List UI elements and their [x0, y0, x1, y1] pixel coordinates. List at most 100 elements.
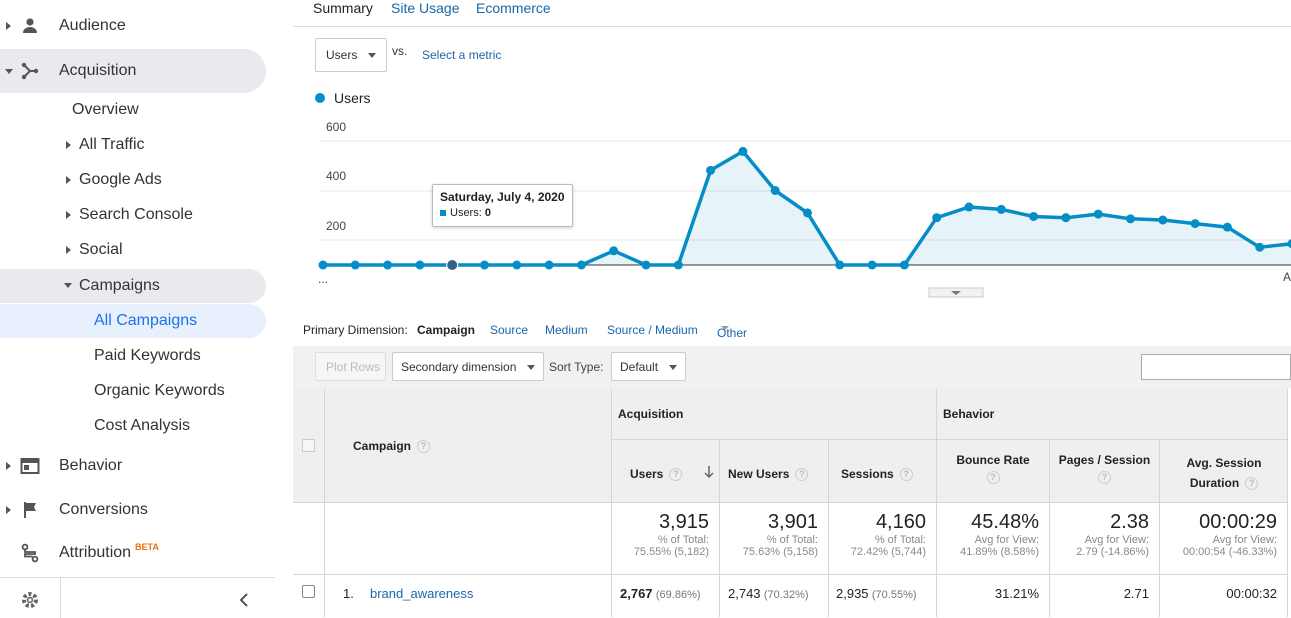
chevron-down-icon [368, 53, 376, 58]
tooltip-dot [440, 210, 446, 216]
primary-dimension-label: Primary Dimension: [303, 323, 408, 337]
tab-summary[interactable]: Summary [313, 0, 373, 16]
row-checkbox[interactable] [302, 585, 315, 598]
data-point[interactable] [932, 213, 941, 222]
column-header-bounce-rate[interactable]: Bounce Rate ? [937, 440, 1050, 503]
help-icon[interactable]: ? [669, 468, 682, 481]
sidebar-item-label: All Campaigns [94, 312, 197, 330]
sidebar-item-paid-keywords[interactable]: Paid Keywords [0, 339, 275, 373]
sidebar-item-cost-analysis[interactable]: Cost Analysis [0, 409, 275, 443]
data-point[interactable] [351, 261, 360, 270]
select-metric-link[interactable]: Select a metric [422, 48, 501, 62]
chevron-right-icon [66, 141, 71, 149]
y-tick-label: 600 [326, 120, 346, 134]
help-icon[interactable]: ? [1245, 477, 1258, 490]
help-icon[interactable]: ? [987, 471, 1000, 484]
plot-rows-button[interactable]: Plot Rows [315, 352, 386, 381]
column-header-new-users[interactable]: New Users? [720, 440, 829, 503]
data-point[interactable] [997, 205, 1006, 214]
sidebar-item-audience[interactable]: Audience [0, 9, 275, 43]
sidebar-item-organic-keywords[interactable]: Organic Keywords [0, 374, 275, 408]
sidebar-item-all-campaigns[interactable]: All Campaigns [0, 304, 266, 338]
data-point[interactable] [1191, 219, 1200, 228]
dimension-campaign[interactable]: Campaign [417, 323, 475, 337]
data-point[interactable] [609, 246, 618, 255]
data-point[interactable] [1094, 210, 1103, 219]
column-header-pages-session[interactable]: Pages / Session ? [1050, 440, 1160, 503]
column-header-avg-session-duration[interactable]: Avg. Session Duration? [1160, 440, 1288, 503]
total-caption: % of Total: [829, 534, 926, 546]
sidebar-item-all-traffic[interactable]: All Traffic [0, 128, 275, 162]
data-point[interactable] [415, 261, 424, 270]
dimension-medium[interactable]: Medium [545, 323, 588, 337]
data-point[interactable] [1061, 213, 1070, 222]
collapse-sidebar-icon[interactable] [238, 592, 250, 608]
total-detail: 75.55% (5,182) [612, 546, 709, 558]
data-point[interactable] [319, 261, 328, 270]
sidebar-item-conversions[interactable]: Conversions [0, 493, 275, 527]
row-avg-session-duration: 00:00:32 [1160, 575, 1288, 617]
sidebar-item-behavior[interactable]: Behavior [0, 449, 275, 483]
data-point[interactable] [965, 203, 974, 212]
sort-type-value: Default [620, 360, 658, 374]
data-point[interactable] [642, 261, 651, 270]
campaign-header-cell[interactable]: Campaign? [325, 388, 612, 503]
row-sessions: 2,935 (70.55%) [829, 575, 937, 617]
data-point[interactable] [674, 261, 683, 270]
sidebar-item-search-console[interactable]: Search Console [0, 198, 275, 232]
sort-descending-icon[interactable] [704, 465, 714, 479]
table-row: 1. brand_awareness [325, 575, 612, 617]
campaign-link[interactable]: brand_awareness [370, 586, 473, 601]
data-point[interactable] [738, 147, 747, 156]
y-tick-label: 200 [326, 219, 346, 233]
dimension-source-medium[interactable]: Source / Medium [607, 323, 698, 337]
column-header-users[interactable]: Users? [612, 440, 720, 503]
data-point[interactable] [900, 261, 909, 270]
chevron-right-icon [66, 176, 71, 184]
metric-select-value: Users [326, 48, 357, 62]
help-icon[interactable]: ? [795, 468, 808, 481]
behavior-group-header: Behavior [937, 388, 1288, 440]
data-point[interactable] [545, 261, 554, 270]
chart-tooltip: Saturday, July 4, 2020 Users: 0 [432, 184, 573, 227]
select-all-checkbox[interactable] [302, 439, 315, 452]
table-toolbar: Plot Rows Secondary dimension Sort Type:… [293, 346, 1291, 388]
table-search-input[interactable] [1141, 354, 1291, 380]
sidebar-item-label: Cost Analysis [94, 417, 190, 435]
data-point[interactable] [512, 261, 521, 270]
sidebar-item-social[interactable]: Social [0, 233, 275, 267]
data-point[interactable] [383, 261, 392, 270]
sidebar-item-acquisition[interactable]: Acquisition [0, 49, 266, 93]
help-icon[interactable]: ? [900, 468, 913, 481]
data-point[interactable] [1126, 214, 1135, 223]
sidebar-item-label: Paid Keywords [94, 347, 201, 365]
data-point[interactable] [835, 261, 844, 270]
data-point[interactable] [480, 261, 489, 270]
sidebar-item-google-ads[interactable]: Google Ads [0, 163, 275, 197]
data-point[interactable] [706, 166, 715, 175]
column-header-sessions[interactable]: Sessions? [829, 440, 937, 503]
data-point[interactable] [1158, 216, 1167, 225]
data-point[interactable] [868, 261, 877, 270]
data-point[interactable] [1223, 223, 1232, 232]
sidebar-item-campaigns[interactable]: Campaigns [0, 269, 266, 303]
data-point[interactable] [577, 261, 586, 270]
data-point[interactable] [803, 208, 812, 217]
data-point[interactable] [1029, 212, 1038, 221]
tab-site-usage[interactable]: Site Usage [391, 0, 459, 16]
tab-ecommerce[interactable]: Ecommerce [476, 0, 551, 16]
sort-type-select[interactable]: Default [611, 352, 686, 381]
help-icon[interactable]: ? [1098, 471, 1111, 484]
dimension-source[interactable]: Source [490, 323, 528, 337]
data-point[interactable] [1255, 243, 1264, 252]
sidebar-item-overview[interactable]: Overview [0, 93, 275, 127]
behavior-header-label: Behavior [943, 407, 994, 421]
secondary-dimension-select[interactable]: Secondary dimension [392, 352, 544, 381]
metric-select[interactable]: Users [315, 38, 387, 72]
data-point-hovered[interactable] [447, 260, 458, 271]
users-header-label: Users [630, 467, 663, 481]
help-icon[interactable]: ? [417, 440, 430, 453]
gear-icon[interactable] [20, 590, 40, 610]
data-point[interactable] [771, 186, 780, 195]
